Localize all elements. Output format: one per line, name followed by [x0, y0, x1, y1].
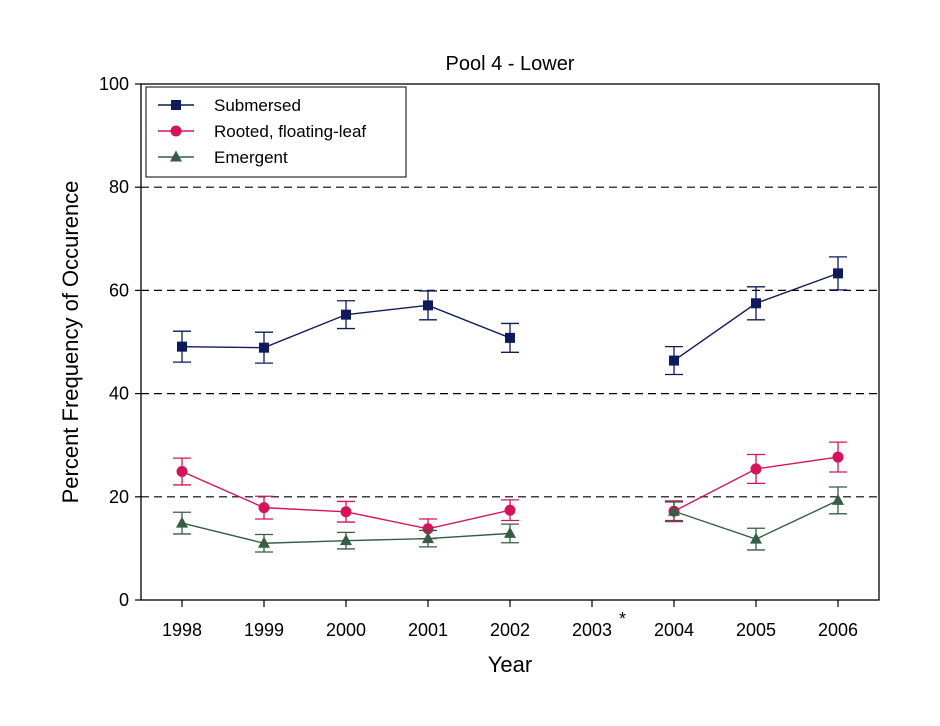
data-point-triangle	[750, 532, 762, 544]
data-point-square	[505, 332, 515, 343]
data-point-triangle	[258, 536, 270, 548]
y-tick-label: 20	[109, 487, 129, 507]
data-point-circle	[340, 506, 352, 518]
gridlines	[141, 186, 879, 498]
data-point-square	[341, 309, 351, 320]
x-axis-title: Year	[488, 652, 532, 677]
data-point-circle	[750, 463, 762, 475]
data-point-triangle	[340, 534, 352, 546]
data-point-square	[177, 341, 187, 352]
x-tick-footnote-mark: *	[619, 609, 626, 629]
x-tick-label: 2000	[326, 620, 366, 640]
x-tick-label: 2003	[572, 620, 612, 640]
series-submersed	[173, 256, 847, 376]
data-point-square	[259, 342, 269, 353]
x-tick-label: 2002	[490, 620, 530, 640]
x-axis: 1998 1999 2000 2001 2002 2003 * 2004 2005 2006	[162, 600, 858, 640]
x-tick-label: 2004	[654, 620, 694, 640]
y-tick-label: 100	[99, 74, 129, 94]
x-tick-label: 1999	[244, 620, 284, 640]
data-point-square	[669, 355, 679, 366]
data-point-square	[751, 298, 761, 309]
x-tick-label: 2006	[818, 620, 858, 640]
data-point-circle	[422, 523, 434, 535]
x-tick-label: 2005	[736, 620, 776, 640]
data-point-circle	[832, 451, 844, 463]
chart-title: Pool 4 - Lower	[446, 53, 575, 75]
legend-box	[145, 86, 407, 178]
x-tick-label: 2001	[408, 620, 448, 640]
data-point-circle	[504, 504, 516, 516]
y-tick-label: 0	[119, 590, 129, 610]
data-point-triangle	[668, 504, 680, 516]
legend-item: Emergent	[158, 148, 288, 167]
data-point-circle	[258, 502, 270, 514]
y-tick-label: 60	[109, 280, 129, 300]
data-point-square	[423, 300, 433, 311]
y-axis: 0 20 40 60 80 100	[99, 74, 141, 610]
legend-label: Rooted, floating-leaf	[214, 122, 366, 141]
legend-marker	[170, 150, 182, 162]
data-point-triangle	[176, 516, 188, 528]
y-tick-label: 40	[109, 384, 129, 404]
y-axis-title: Percent Frequency of Occurence	[58, 181, 83, 504]
x-tick-label: 1998	[162, 620, 202, 640]
legend: Submersed Rooted, floating-leaf Emergent	[145, 86, 407, 178]
legend-label: Emergent	[214, 148, 288, 167]
legend-item: Submersed	[158, 96, 301, 115]
legend-marker	[170, 125, 182, 137]
data-point-triangle	[504, 526, 516, 538]
data-point-triangle	[832, 493, 844, 505]
data-point-triangle	[422, 532, 434, 544]
series-emergent	[173, 486, 847, 553]
series-layer	[173, 256, 847, 553]
data-point-square	[833, 268, 843, 279]
legend-item: Rooted, floating-leaf	[158, 122, 366, 141]
y-tick-label: 80	[109, 177, 129, 197]
legend-label: Submersed	[214, 96, 301, 115]
data-point-circle	[176, 466, 188, 478]
legend-marker	[171, 100, 181, 110]
